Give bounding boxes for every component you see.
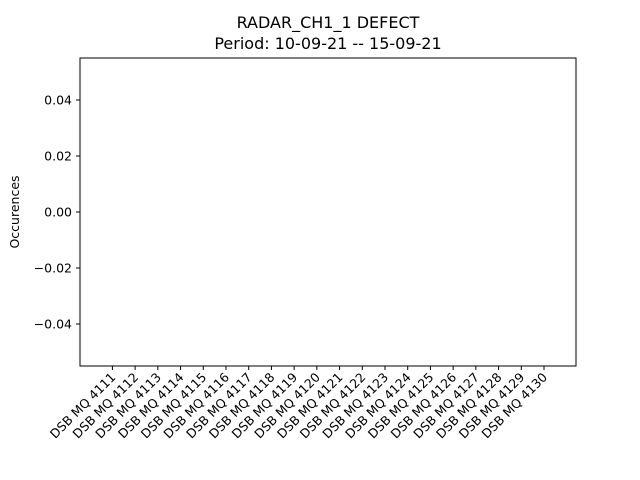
y-tick-label: 0.02 <box>44 149 72 164</box>
y-tick-label: 0.00 <box>44 205 72 220</box>
y-tick-label: −0.04 <box>34 317 72 332</box>
y-axis: −0.04 −0.02 0.00 0.02 0.04 <box>34 93 80 332</box>
y-axis-label: Occurences <box>7 175 22 248</box>
plot-frame <box>79 57 577 367</box>
y-tick-label: −0.02 <box>34 261 72 276</box>
chart-title: RADAR_CH1_1 DEFECT <box>237 13 420 33</box>
chart-subtitle: Period: 10-09-21 -- 15-09-21 <box>214 34 441 53</box>
y-tick-label: 0.04 <box>44 93 72 108</box>
